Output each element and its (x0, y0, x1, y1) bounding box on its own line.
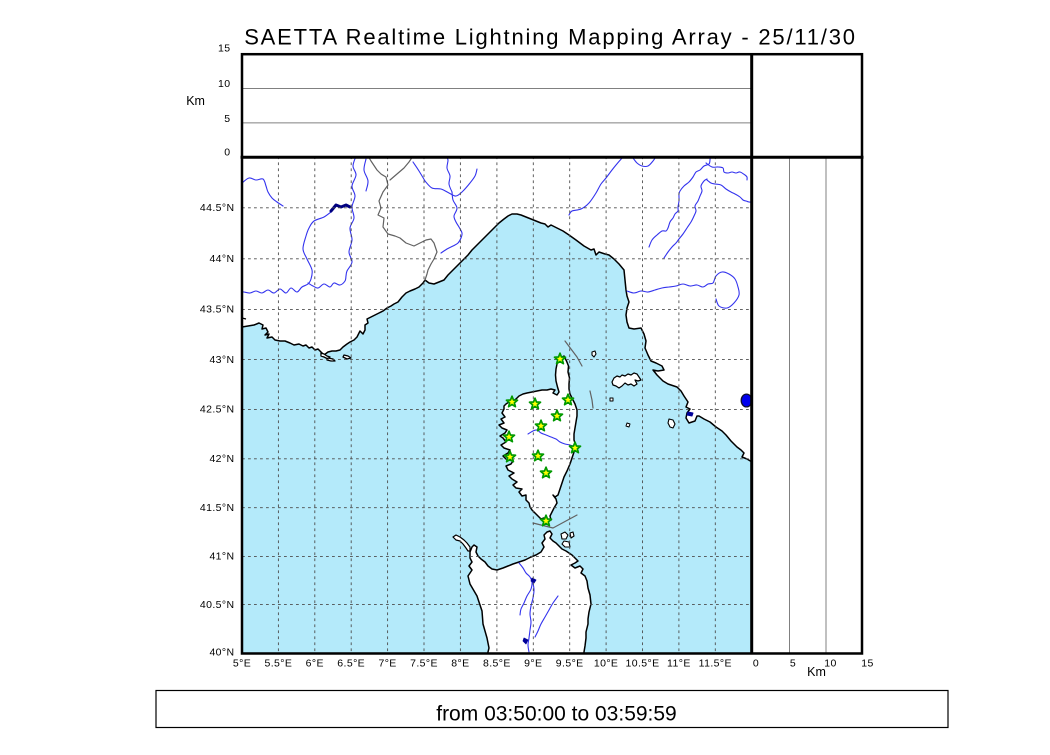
svg-text:6°E: 6°E (306, 657, 324, 669)
svg-text:SAETTA Realtime Lightning Mapp: SAETTA Realtime Lightning Mapping Array … (244, 25, 857, 50)
svg-text:44.5°N: 44.5°N (200, 202, 235, 214)
svg-text:7°E: 7°E (378, 657, 396, 669)
svg-text:40.5°N: 40.5°N (200, 599, 235, 611)
svg-text:9.5°E: 9.5°E (556, 657, 584, 669)
svg-text:5: 5 (790, 657, 796, 669)
svg-text:9°E: 9°E (524, 657, 542, 669)
svg-text:10: 10 (824, 657, 836, 669)
svg-text:6.5°E: 6.5°E (337, 657, 365, 669)
svg-text:42.5°N: 42.5°N (200, 404, 235, 416)
svg-text:43.5°N: 43.5°N (200, 304, 235, 316)
svg-text:8.5°E: 8.5°E (483, 657, 511, 669)
svg-text:44°N: 44°N (209, 253, 234, 265)
svg-text:11.5°E: 11.5°E (699, 657, 732, 669)
svg-text:41°N: 41°N (209, 551, 234, 563)
svg-text:15: 15 (218, 42, 230, 54)
svg-text:10.5°E: 10.5°E (625, 657, 659, 669)
svg-text:10°E: 10°E (594, 657, 618, 669)
svg-text:5°E: 5°E (233, 657, 251, 669)
svg-text:15: 15 (861, 657, 873, 669)
svg-text:10: 10 (218, 78, 230, 90)
svg-text:7.5°E: 7.5°E (410, 657, 438, 669)
svg-text:43°N: 43°N (209, 354, 234, 366)
svg-text:8°E: 8°E (451, 657, 469, 669)
svg-text:Km: Km (186, 94, 205, 108)
svg-text:Km: Km (807, 665, 826, 679)
svg-text:0: 0 (224, 147, 230, 159)
svg-text:42°N: 42°N (209, 453, 234, 465)
svg-text:5.5°E: 5.5°E (264, 657, 292, 669)
svg-text:0: 0 (753, 657, 759, 669)
svg-text:from 03:50:00 to 03:59:59: from 03:50:00 to 03:59:59 (436, 703, 677, 726)
svg-text:11°E: 11°E (667, 657, 691, 669)
svg-text:40°N: 40°N (209, 647, 234, 659)
svg-text:41.5°N: 41.5°N (200, 502, 235, 514)
svg-text:5: 5 (224, 113, 230, 125)
